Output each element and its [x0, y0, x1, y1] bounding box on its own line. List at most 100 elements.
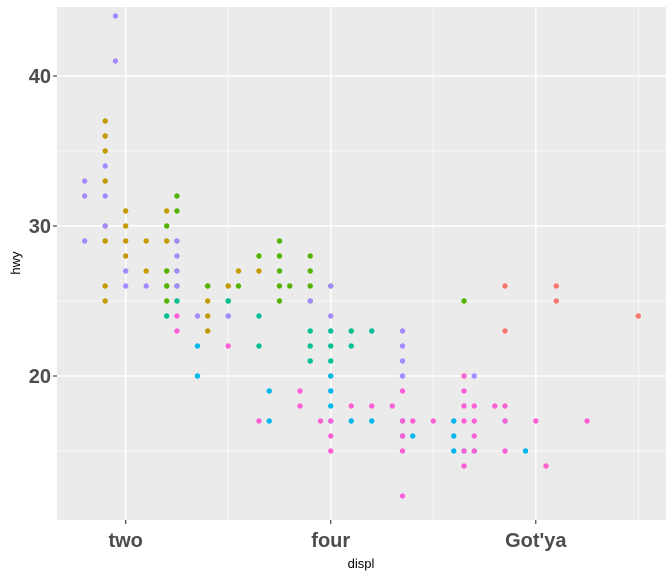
point-1-11 [122, 238, 129, 244]
point-6-32 [502, 418, 508, 424]
point-3-1 [174, 298, 180, 304]
point-4-3 [266, 418, 272, 424]
point-1-5 [102, 178, 108, 184]
y-axis-title: hwy [8, 251, 23, 275]
point-5-1 [81, 193, 88, 199]
point-1-22 [205, 298, 211, 304]
point-1-28 [256, 268, 262, 274]
point-6-12 [389, 403, 395, 409]
point-6-35 [543, 463, 549, 469]
point-1-7 [102, 133, 108, 139]
point-2-20 [307, 283, 313, 289]
point-4-12 [410, 433, 416, 439]
point-2-11 [256, 253, 262, 259]
point-6-30 [492, 403, 498, 409]
point-5-10 [143, 283, 149, 289]
point-0-3 [553, 298, 559, 304]
point-4-2 [266, 388, 272, 394]
x-tick-label-0: two [108, 530, 142, 552]
point-6-15 [399, 433, 406, 439]
point-2-16 [276, 298, 283, 304]
point-5-20 [399, 328, 406, 334]
point-2-18 [307, 253, 313, 259]
point-6-8 [328, 433, 334, 439]
point-5-22 [399, 358, 406, 364]
point-5-18 [328, 283, 334, 289]
point-2-0 [164, 223, 170, 229]
point-1-1 [102, 238, 108, 244]
point-4-8 [348, 418, 354, 424]
point-6-19 [430, 418, 436, 424]
point-6-1 [174, 328, 180, 334]
point-5-4 [102, 193, 108, 199]
point-2-2 [164, 283, 170, 289]
point-4-4 [328, 373, 334, 379]
y-tick-label-1: 30 [29, 216, 51, 238]
point-1-13 [143, 238, 149, 244]
point-3-12 [348, 328, 354, 334]
point-2-24 [461, 298, 467, 304]
point-3-13 [348, 343, 354, 349]
point-3-10 [328, 343, 334, 349]
point-2-8 [205, 283, 211, 289]
point-5-15 [194, 313, 201, 319]
data-points [81, 13, 642, 499]
point-4-6 [328, 403, 334, 409]
point-4-5 [328, 388, 334, 394]
point-1-21 [205, 313, 211, 319]
point-4-14 [451, 433, 457, 439]
point-3-0 [164, 313, 170, 319]
point-5-7 [112, 58, 119, 64]
point-0-1 [502, 328, 508, 334]
point-0-2 [553, 283, 559, 289]
point-2-15 [276, 283, 283, 289]
point-1-23 [205, 328, 211, 334]
point-4-0 [194, 343, 201, 349]
point-4-15 [451, 448, 457, 454]
point-1-15 [164, 208, 170, 214]
point-6-5 [297, 403, 303, 409]
point-0-0 [502, 283, 508, 289]
point-5-16 [225, 313, 231, 319]
point-5-23 [399, 373, 406, 379]
point-6-3 [256, 418, 262, 424]
y-tick-label-2: 40 [29, 66, 51, 88]
point-6-7 [328, 418, 334, 424]
major-gridlines [57, 7, 666, 520]
point-6-14 [399, 418, 406, 424]
point-1-14 [143, 268, 149, 274]
point-2-1 [164, 268, 170, 274]
point-6-0 [174, 313, 180, 319]
point-4-19 [522, 448, 529, 454]
point-3-14 [369, 328, 375, 334]
point-3-7 [307, 343, 313, 349]
point-5-5 [102, 223, 108, 229]
point-1-6 [102, 148, 108, 154]
point-6-23 [461, 418, 467, 424]
point-1-12 [122, 253, 129, 259]
point-5-6 [112, 13, 119, 19]
point-6-33 [502, 448, 508, 454]
point-5-24 [471, 373, 477, 379]
point-6-16 [399, 448, 406, 454]
point-6-2 [225, 343, 231, 349]
point-6-9 [328, 448, 334, 454]
point-5-3 [102, 163, 108, 169]
point-6-27 [471, 418, 477, 424]
point-2-19 [307, 268, 313, 274]
point-2-5 [174, 208, 180, 214]
point-6-26 [471, 403, 477, 409]
point-3-2 [225, 298, 231, 304]
point-6-28 [471, 433, 477, 439]
axis-ticks [53, 75, 537, 524]
point-2-17 [287, 283, 293, 289]
x-axis-tick-labels: two four Got'ya [108, 530, 567, 552]
point-1-27 [235, 268, 242, 274]
point-1-10 [122, 223, 129, 229]
point-5-9 [122, 283, 129, 289]
point-3-8 [307, 358, 313, 364]
point-5-14 [174, 283, 180, 289]
point-6-21 [461, 388, 467, 394]
point-6-4 [297, 388, 303, 394]
